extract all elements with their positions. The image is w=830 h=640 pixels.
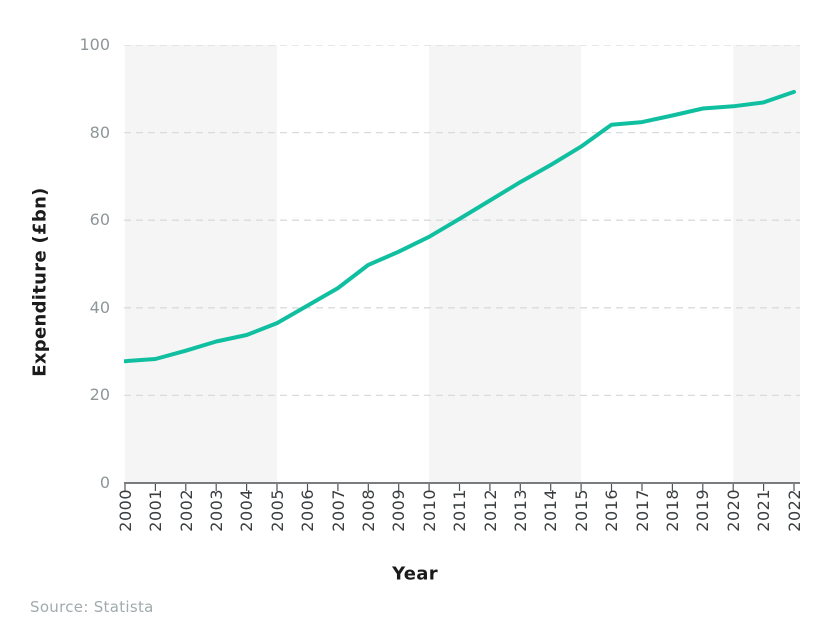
x-tick-label-text: 2020: [723, 489, 743, 532]
x-tick-label-text: 2010: [419, 489, 439, 532]
x-tick-label: 2010: [414, 489, 444, 561]
x-tick-label: 2022: [779, 489, 809, 561]
x-tick-label-text: 2005: [267, 489, 287, 532]
x-tick-label: 2004: [232, 489, 262, 561]
x-tick-label-text: 2004: [237, 489, 257, 532]
x-tick-label: 2016: [597, 489, 627, 561]
x-axis-tick-labels: 2000 2001 2002 2003 2004 2005 2006 2007 2008 2009…: [110, 489, 809, 561]
x-tick-label-text: 2021: [754, 489, 774, 532]
x-tick-label-text: 2022: [784, 489, 804, 532]
x-tick-label: 2003: [201, 489, 231, 561]
expenditure-line: [124, 89, 796, 364]
x-tick-label-text: 2019: [693, 489, 713, 532]
y-tick-label: 80: [89, 122, 110, 142]
y-tick-label: 100: [79, 35, 110, 54]
x-tick-label: 2015: [566, 489, 596, 561]
plot-band: [733, 45, 800, 483]
x-axis-title: Year: [392, 563, 438, 585]
x-tick-label: 2009: [384, 489, 414, 561]
x-tick-label: 2020: [718, 489, 748, 561]
x-tick-label: 2007: [323, 489, 353, 561]
x-tick-label: 2019: [688, 489, 718, 561]
x-tick-label: 2011: [444, 489, 474, 561]
plot-band: [125, 45, 277, 483]
x-tick-label-text: 2006: [298, 489, 318, 532]
x-tick-label-text: 2017: [632, 489, 652, 532]
x-tick-label-text: 2000: [115, 489, 135, 532]
x-tick-label: 2013: [505, 489, 535, 561]
y-tick-label: 20: [89, 385, 110, 405]
y-tick-label: 40: [89, 297, 110, 317]
x-tick-label: 2021: [749, 489, 779, 561]
x-tick-label-text: 2007: [328, 489, 348, 532]
x-tick-label: 2014: [536, 489, 566, 561]
x-tick-label-text: 2018: [663, 489, 683, 532]
x-tick-label-text: 2015: [571, 489, 591, 532]
x-tick-label: 2002: [171, 489, 201, 561]
plot-band: [429, 45, 582, 483]
x-tick-label-text: 2012: [480, 489, 500, 532]
x-tick-label-text: 2003: [206, 489, 226, 532]
x-tick-label-text: 2001: [146, 489, 166, 532]
source-credit: Source: Statista: [30, 598, 154, 616]
x-tick-label-text: 2009: [389, 489, 409, 532]
x-tick-label-text: 2002: [176, 489, 196, 532]
x-tick-label: 2000: [110, 489, 140, 561]
x-tick-label-text: 2011: [450, 489, 470, 532]
y-tick-label: 60: [89, 210, 110, 230]
x-tick-label-text: 2016: [602, 489, 622, 532]
x-tick-label: 2008: [353, 489, 383, 561]
x-tick-label: 2018: [657, 489, 687, 561]
x-tick-label-text: 2014: [541, 489, 561, 532]
y-tick-label: 0: [99, 473, 110, 492]
x-tick-label: 2006: [292, 489, 322, 561]
x-tick-label: 2005: [262, 489, 292, 561]
line-chart-svg: [124, 45, 800, 491]
x-tick-label-text: 2013: [510, 489, 530, 532]
x-tick-label: 2012: [475, 489, 505, 561]
x-tick-label: 2017: [627, 489, 657, 561]
x-tick-label-text: 2008: [358, 489, 378, 532]
x-tick-label: 2001: [140, 489, 170, 561]
